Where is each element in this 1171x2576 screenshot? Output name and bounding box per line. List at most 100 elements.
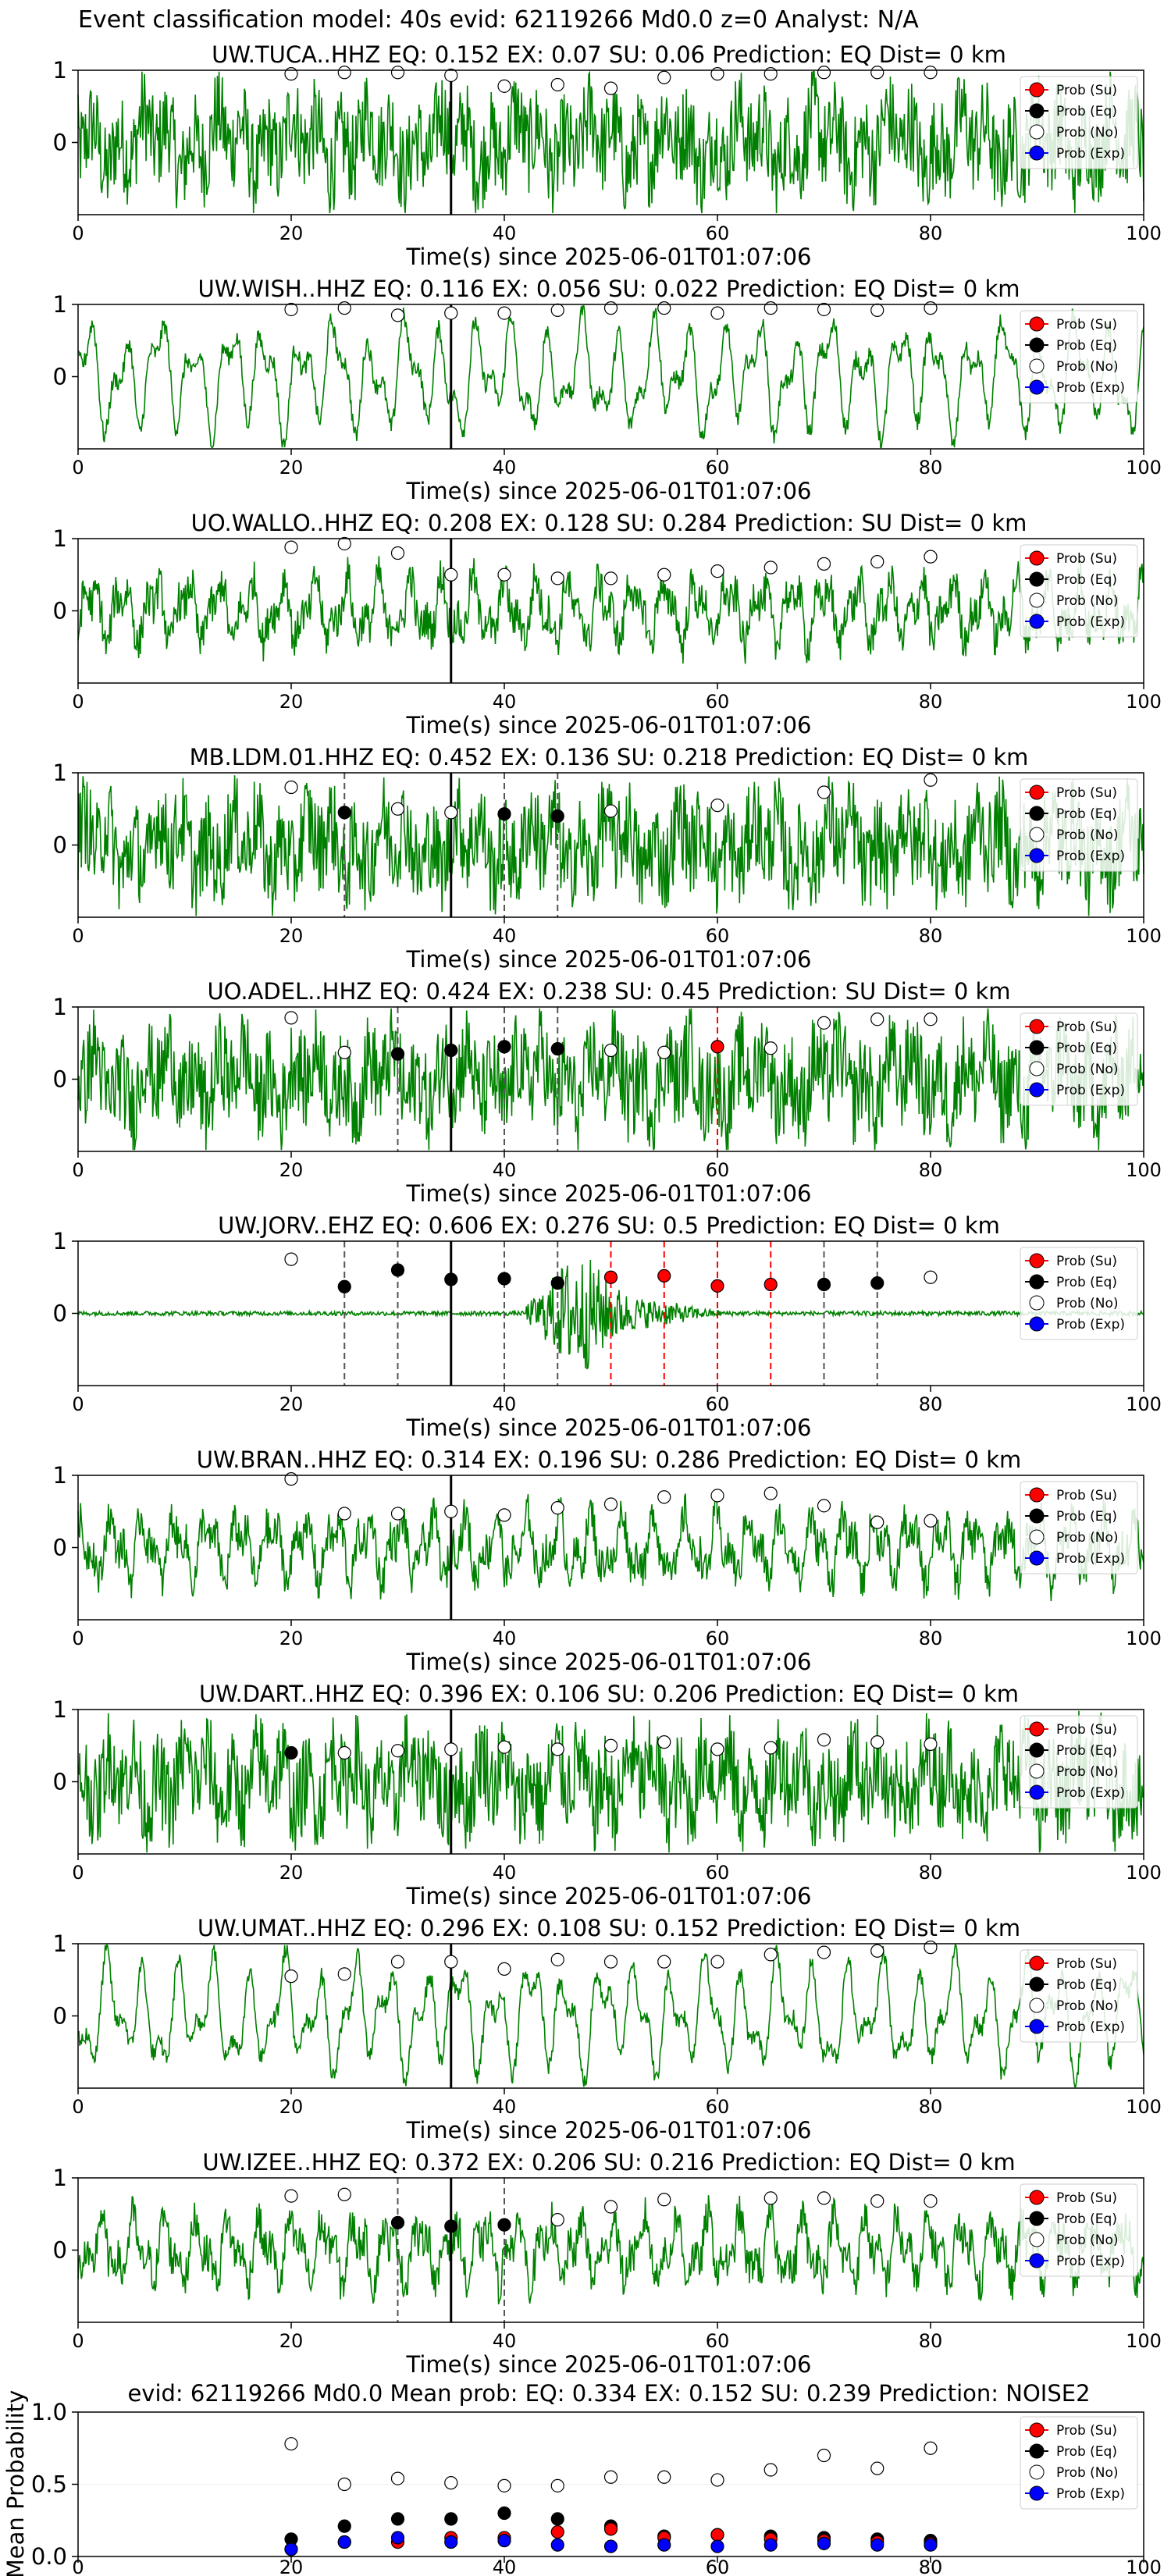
legend-box [1020, 2183, 1138, 2277]
prob-no-point [817, 785, 831, 799]
x-tick-label: 40 [493, 925, 517, 947]
mean-prob-exp-point [817, 2536, 831, 2550]
legend-label: Prob (Exp) [1056, 614, 1125, 630]
prob-no-point [870, 554, 884, 569]
prob-no-point [710, 67, 724, 81]
legend-marker [1029, 2211, 1045, 2226]
prob-no-point [337, 2187, 351, 2201]
x-tick-label: 40 [493, 457, 517, 479]
waveform-panel: UW.BRAN..HHZ EQ: 0.314 EX: 0.196 SU: 0.2… [53, 1446, 1162, 1675]
x-tick-label: 20 [279, 925, 304, 947]
legend-marker [1029, 785, 1045, 800]
waveform-panel: UW.JORV..EHZ EQ: 0.606 EX: 0.276 SU: 0.5… [53, 1212, 1162, 1441]
prob-no-point [924, 1737, 938, 1751]
prob-no-point [284, 2189, 298, 2203]
x-tick-label: 80 [919, 1862, 943, 1884]
prob-no-point [657, 1490, 671, 1504]
legend-marker [1029, 550, 1045, 566]
legend-marker [1029, 1253, 1045, 1268]
prob-eq-point [550, 1276, 564, 1290]
x-tick-label: 60 [706, 1862, 730, 1884]
prob-no-point [870, 303, 884, 317]
x-tick-label: 80 [919, 925, 943, 947]
prob-no-point [603, 1738, 618, 1752]
prob-eq-point [337, 1279, 351, 1293]
prob-no-point [390, 546, 405, 560]
mean-prob-su-point [603, 2522, 618, 2536]
legend-label: Prob (Su) [1056, 317, 1117, 333]
prob-no-point [763, 67, 778, 81]
x-tick-label: 80 [919, 1159, 943, 1181]
prob-no-point [710, 1742, 724, 1756]
legend-label: Prob (Eq) [1056, 1977, 1117, 1993]
prob-no-point [924, 1270, 938, 1284]
prob-no-point [550, 1501, 564, 1515]
prob-no-point [284, 1011, 298, 1025]
waveform-trace [77, 305, 1144, 448]
x-axis-label: Time(s) since 2025-06-01T01:07:06 [406, 1649, 812, 1675]
prob-no-point [603, 81, 618, 95]
x-axis-label: Time(s) since 2025-06-01T01:07:06 [406, 2117, 812, 2144]
prob-no-point [924, 1514, 938, 1528]
legend-marker [1029, 827, 1045, 842]
y-tick-label: 0 [53, 1300, 67, 1327]
legend-label: Prob (Eq) [1056, 1041, 1117, 1056]
y-tick-label: 1 [53, 994, 67, 1020]
legend-label: Prob (Exp) [1056, 2019, 1125, 2035]
x-tick-label: 40 [493, 1159, 517, 1181]
mean-prob-no-point [710, 2473, 724, 2487]
mean-prob-no-point [284, 2437, 298, 2451]
panel-title: UW.UMAT..HHZ EQ: 0.296 EX: 0.108 SU: 0.1… [198, 1915, 1020, 1941]
waveform-panel: UO.WALLO..HHZ EQ: 0.208 EX: 0.128 SU: 0.… [53, 510, 1162, 738]
prob-no-point [497, 1740, 511, 1754]
x-tick-label: 60 [706, 2330, 730, 2352]
x-tick-label: 100 [1126, 1159, 1162, 1181]
legend-label: Prob (Exp) [1056, 2486, 1125, 2502]
legend-label: Prob (No) [1056, 1998, 1119, 2014]
legend-label: Prob (Exp) [1056, 2254, 1125, 2269]
mean-probability-panel: evid: 62119266 Md0.0 Mean prob: EQ: 0.33… [2, 2380, 1162, 2576]
y-tick-label: 0 [53, 1066, 67, 1093]
x-tick-label: 40 [493, 2556, 517, 2576]
x-tick-label: 100 [1126, 1393, 1162, 1415]
legend-box [1020, 544, 1138, 638]
x-axis-label: Time(s) since 2025-06-01T01:07:06 [406, 478, 812, 504]
waveform-panel: UW.TUCA..HHZ EQ: 0.152 EX: 0.07 SU: 0.06… [53, 41, 1162, 270]
prob-no-point [817, 557, 831, 571]
y-tick-label: 1 [53, 2165, 67, 2191]
prob-no-point [817, 1945, 831, 1959]
prob-no-point [657, 1735, 671, 1749]
panel-title: UW.IZEE..HHZ EQ: 0.372 EX: 0.206 SU: 0.2… [202, 2149, 1015, 2176]
mean-prob-exp-point [390, 2531, 405, 2545]
legend-marker [1029, 1061, 1045, 1076]
prob-no-point [444, 1742, 458, 1756]
prob-no-point [337, 66, 351, 80]
prob-no-point [710, 1489, 724, 1503]
legend-label: Prob (No) [1056, 2465, 1119, 2481]
legend-label: Prob (Su) [1056, 785, 1117, 801]
prob-su-point [603, 1270, 618, 1284]
prob-eq-point [497, 1040, 511, 1054]
x-tick-label: 80 [919, 457, 943, 479]
x-tick-label: 40 [493, 1393, 517, 1415]
prob-no-point [444, 1955, 458, 1969]
x-tick-label: 20 [279, 1393, 304, 1415]
prob-no-point [870, 66, 884, 80]
prob-no-point [763, 1486, 778, 1500]
y-tick-label: 0.5 [31, 2471, 67, 2498]
legend-marker [1029, 1976, 1045, 1992]
prob-no-point [550, 1952, 564, 1966]
prob-no-point [924, 550, 938, 564]
x-tick-label: 80 [919, 2330, 943, 2352]
x-axis-label: Time(s) since 2025-06-01T01:07:06 [406, 244, 812, 270]
x-tick-label: 100 [1126, 2096, 1162, 2118]
y-tick-label: 0 [53, 1769, 67, 1795]
legend-label: Prob (No) [1056, 1764, 1119, 1780]
prob-no-point [870, 2194, 884, 2208]
prob-no-point [817, 1016, 831, 1030]
y-axis-label: Mean Probability [2, 2390, 29, 2576]
y-tick-label: 1 [53, 525, 67, 552]
legend-label: Prob (Exp) [1056, 849, 1125, 864]
prob-eq-point [390, 1047, 405, 1061]
x-tick-label: 20 [279, 1628, 304, 1649]
